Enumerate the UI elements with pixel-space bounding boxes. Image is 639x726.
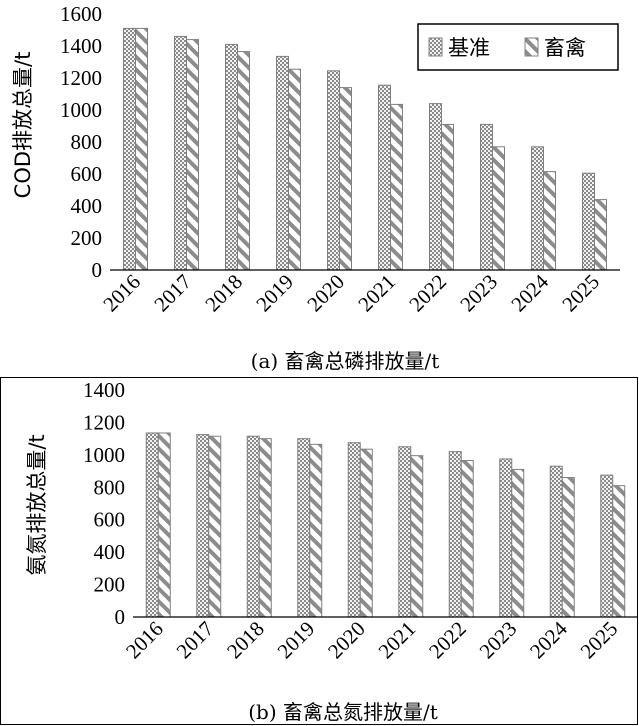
y-tick-label: 0 <box>115 605 126 629</box>
y-tick-label: 600 <box>71 162 103 186</box>
x-tick-label: 2016 <box>121 617 168 664</box>
caption-b: (b) 畜禽总氮排放量/t <box>248 700 438 724</box>
bar-baseline <box>145 432 159 618</box>
bar-livestock <box>186 39 199 271</box>
y-tick-label: 600 <box>94 508 126 532</box>
bar-livestock <box>359 448 373 618</box>
chart-cod: COD排放总量/t 02004006008001000120014001600 … <box>11 2 620 373</box>
bar-baseline <box>480 123 493 271</box>
bar-baseline <box>582 172 595 271</box>
legend: 基准 畜禽 <box>417 23 619 71</box>
y-tick-label: 1400 <box>83 378 125 402</box>
bar-livestock <box>208 435 222 618</box>
bar-baseline <box>398 446 412 618</box>
bar-baseline <box>448 451 462 618</box>
bar-livestock <box>410 455 424 618</box>
bar-livestock <box>441 123 454 271</box>
bar-livestock <box>309 443 323 618</box>
y-tick-label: 400 <box>71 194 103 218</box>
x-tick-label: 2017 <box>149 270 196 317</box>
bar-baseline <box>378 84 391 271</box>
bar-baseline <box>246 435 260 618</box>
bar-baseline <box>174 35 187 271</box>
y-tick-label: 1000 <box>60 98 102 122</box>
bar-livestock <box>390 103 403 271</box>
x-tick-label: 2022 <box>424 617 471 664</box>
x-tick-label: 2017 <box>172 617 219 664</box>
y-tick-label: 1200 <box>83 410 125 434</box>
x-tick-label: 2024 <box>525 616 572 663</box>
bar-livestock <box>561 477 575 618</box>
y-tick-label: 0 <box>92 258 103 282</box>
bar-livestock <box>460 460 474 618</box>
bar-livestock <box>612 485 626 618</box>
chart-b-frame <box>0 377 638 725</box>
bar-livestock <box>543 171 556 271</box>
y-tick-label: 1000 <box>83 443 125 467</box>
y-tick-label: 200 <box>71 226 103 250</box>
bar-baseline <box>276 55 289 271</box>
legend-swatch-livestock <box>524 37 539 57</box>
x-tick-label: 2020 <box>323 617 370 664</box>
bar-baseline <box>327 70 340 271</box>
legend-label-baseline: 基准 <box>448 36 490 60</box>
y-tick-label: 1600 <box>60 2 102 26</box>
bar-baseline <box>225 43 238 271</box>
y-tick-label: 800 <box>71 130 103 154</box>
bar-baseline <box>429 103 442 271</box>
y-tick-label: 1400 <box>60 34 102 58</box>
bar-livestock <box>511 468 525 618</box>
bar-baseline <box>600 474 614 618</box>
bar-baseline <box>297 438 311 618</box>
x-tick-label: 2022 <box>404 270 451 317</box>
x-tick-label: 2018 <box>200 270 247 317</box>
bar-livestock <box>339 87 352 271</box>
bar-livestock <box>492 146 505 271</box>
bar-livestock <box>237 51 250 271</box>
x-tick-label: 2016 <box>98 270 145 317</box>
x-tick-label: 2021 <box>374 617 421 664</box>
y-axis-label: COD排放总量/t <box>11 52 35 199</box>
legend-label-livestock: 畜禽 <box>544 36 586 60</box>
x-tick-label: 2021 <box>353 270 400 317</box>
x-tick-label: 2023 <box>455 270 502 317</box>
caption-a: (a) 畜禽总磷排放量/t <box>251 349 440 373</box>
bar-livestock <box>157 432 171 618</box>
y-tick-label: 1200 <box>60 66 102 90</box>
bar-baseline <box>531 146 544 271</box>
y-tick-label: 400 <box>94 540 126 564</box>
x-tick-label: 2023 <box>475 617 522 664</box>
x-tick-label: 2019 <box>251 270 298 317</box>
bar-livestock <box>135 27 148 271</box>
x-tick-label: 2018 <box>222 617 269 664</box>
bar-livestock <box>288 68 301 271</box>
y-tick-label: 800 <box>94 475 126 499</box>
bar-baseline <box>347 442 361 618</box>
x-tick-label: 2025 <box>557 270 604 317</box>
bar-livestock <box>258 438 272 618</box>
bar-livestock <box>594 199 607 271</box>
bar-baseline <box>549 465 563 618</box>
bar-baseline <box>123 27 136 271</box>
x-tick-label: 2019 <box>273 617 320 664</box>
y-axis-label: 氨氮排放总量/t <box>25 434 49 575</box>
bar-baseline <box>196 434 210 618</box>
x-tick-label: 2020 <box>302 270 349 317</box>
legend-swatch-baseline <box>428 37 443 57</box>
y-tick-label: 200 <box>94 573 126 597</box>
x-tick-label: 2025 <box>576 617 623 664</box>
bar-baseline <box>499 458 513 618</box>
x-tick-label: 2024 <box>506 269 553 316</box>
